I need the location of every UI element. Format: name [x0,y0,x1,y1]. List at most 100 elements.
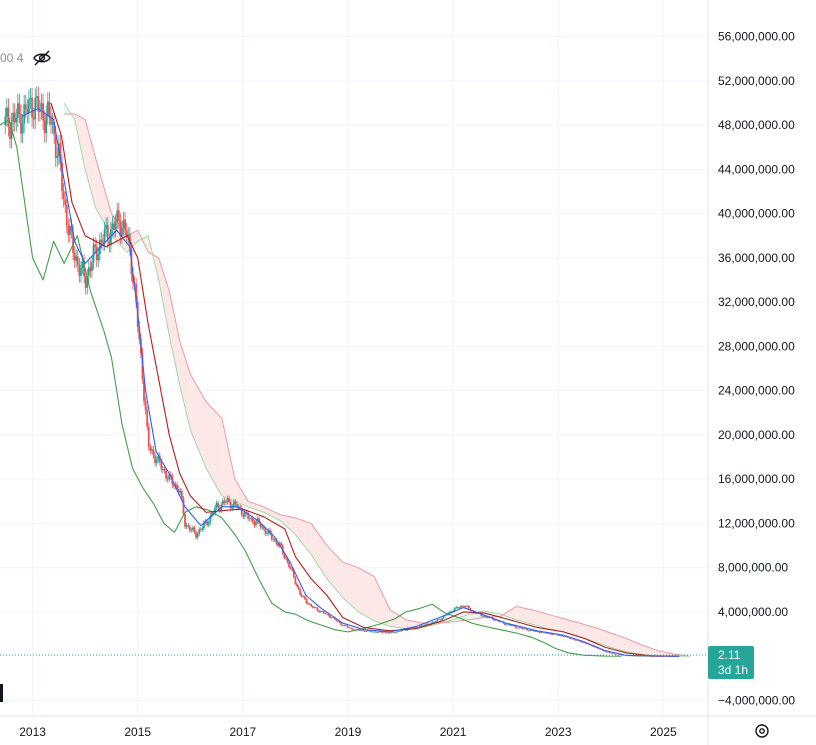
candle-body [31,97,33,118]
last-price-tag[interactable]: 2.11 3d 1h [708,646,754,679]
candle-body [50,116,52,125]
candle-body [337,620,339,622]
cloud-segment [311,523,327,579]
candle-body [40,103,43,110]
cloud-segment [279,514,296,535]
candle-body [583,642,585,644]
candle-body [426,623,429,625]
candle-body [526,628,529,631]
candle-body [494,619,497,621]
candle-body [160,462,163,470]
candle-body [485,616,488,618]
candle-body [458,607,461,609]
candle-body [415,627,418,629]
candle-body [324,613,327,614]
candle-body [111,223,114,230]
cloud-segment [95,158,112,236]
eye-off-icon[interactable] [33,50,51,66]
candle-body [371,631,374,633]
candle-body [56,156,59,159]
candle-body [232,501,235,507]
candle-body [76,256,79,265]
candle-body [475,613,478,614]
cloud-segment [642,645,659,656]
candle-body [300,594,303,597]
candle-body [215,502,218,508]
candle-body [207,522,210,525]
candle-body [650,656,653,657]
candle-body [523,628,525,630]
candle-body [240,507,243,515]
candle-body [206,521,208,525]
price-tick-label: 24,000,000.00 [718,384,795,398]
time-tick-label: 2021 [440,725,467,739]
ichimoku-cloud [63,102,690,657]
time-tick-label: 2015 [124,725,151,739]
candle-body [83,261,85,277]
candle-body [106,224,109,241]
candle-body [540,632,543,634]
candle-body [225,502,227,503]
cloud-segment [579,623,595,642]
candle-body [61,162,63,192]
candle-body [20,114,22,134]
candle-body [98,239,101,255]
candle-body [173,484,175,487]
price-tick-label: 28,000,000.00 [718,339,795,353]
candle-body [198,529,201,534]
candle-body [611,653,614,654]
candle-body [343,625,346,626]
gear-icon[interactable] [755,724,769,738]
candle-body [557,635,560,636]
candle-body [576,640,579,641]
cloud-segment [248,501,264,513]
candle-body [398,631,401,632]
candle-body [622,655,625,656]
candle-body [384,632,387,634]
candle-body [195,532,197,538]
candle-body [87,267,90,276]
candle-body [255,521,257,526]
candle-body [72,231,74,254]
candle-body [519,627,522,629]
candle-body [316,607,319,611]
time-axis[interactable]: 2013 2015 2017 2019 2021 2023 2025 [19,725,677,739]
candle-body [314,607,317,608]
price-tick-label: 40,000,000.00 [718,207,795,221]
cloud-segment [206,401,222,496]
cloud-segment [610,633,627,652]
candle-body [29,97,32,100]
candle-body [299,589,302,595]
candle-body [614,653,617,655]
candle-body [270,533,273,540]
candle-body [248,518,251,520]
candle-body [326,613,328,615]
candle-body [449,611,451,614]
lagging-span-line [0,118,622,657]
candle-body [146,410,149,427]
conversion-line [21,107,680,657]
candle-body [560,635,563,637]
candle-body [100,239,103,242]
candle-body [562,636,565,637]
candle-body [363,630,366,632]
price-axis[interactable]: 56,000,000.00 52,000,000.00 48,000,000.00 4… [718,30,795,708]
candle-body [292,570,295,578]
candle-body [108,240,111,246]
candle-body [559,635,562,637]
candle-body [203,522,205,529]
cloud-segment [169,291,180,386]
candle-body [646,656,648,657]
candle-body [177,489,180,493]
price-tick-label: 32,000,000.00 [718,295,795,309]
candle-body [442,615,445,619]
candle-body [527,630,530,631]
candle-body [362,630,365,631]
candle-body [277,543,279,546]
candle-body [132,274,134,283]
base-line [50,102,680,657]
candle-body [575,640,577,641]
leading-span-a-line [63,102,690,657]
candle-body [425,623,428,625]
